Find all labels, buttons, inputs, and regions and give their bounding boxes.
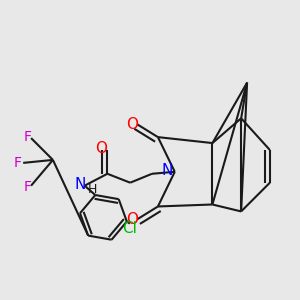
Text: N: N — [74, 177, 86, 192]
Text: O: O — [126, 212, 138, 227]
Text: F: F — [13, 156, 21, 170]
Text: O: O — [126, 117, 138, 132]
Text: O: O — [95, 141, 107, 156]
Text: F: F — [23, 180, 32, 194]
Text: H: H — [87, 183, 97, 196]
Text: Cl: Cl — [122, 221, 137, 236]
Text: F: F — [23, 130, 32, 144]
Text: N: N — [162, 163, 173, 178]
